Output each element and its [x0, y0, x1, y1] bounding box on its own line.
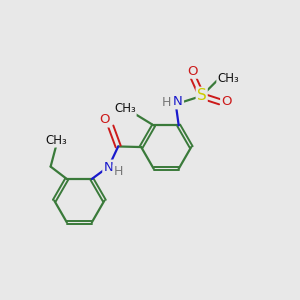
- Text: O: O: [188, 65, 198, 78]
- Text: H: H: [162, 96, 171, 109]
- Text: O: O: [99, 113, 110, 127]
- Text: N: N: [103, 160, 113, 174]
- Text: CH₃: CH₃: [46, 134, 68, 147]
- Text: H: H: [113, 165, 123, 178]
- Text: CH₃: CH₃: [114, 102, 136, 116]
- Text: S: S: [197, 88, 207, 103]
- Text: CH₃: CH₃: [217, 72, 239, 85]
- Text: O: O: [221, 95, 232, 108]
- Text: N: N: [173, 95, 183, 108]
